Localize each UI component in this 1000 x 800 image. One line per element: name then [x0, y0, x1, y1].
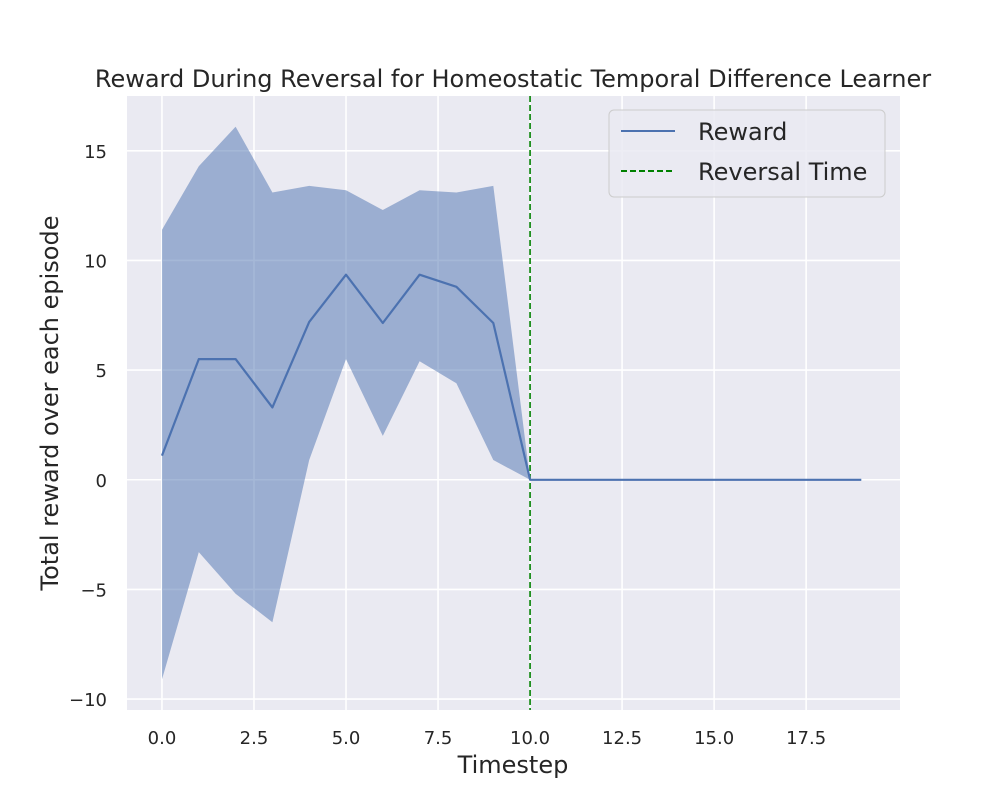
y-tick-label: 5 — [96, 361, 107, 382]
reward-series-line — [160, 273, 862, 481]
y-tick-label: 0 — [96, 471, 107, 492]
y-tick-label: 15 — [84, 142, 107, 163]
legend: Reward Reversal Time — [608, 109, 886, 198]
y-tick-label: −5 — [80, 580, 107, 601]
line-layer — [160, 273, 862, 481]
x-tick-label: 5.0 — [332, 728, 361, 749]
x-tick-label: 2.5 — [240, 728, 269, 749]
x-tick-label: 17.5 — [786, 728, 826, 749]
x-tick-label: 0.0 — [148, 728, 177, 749]
x-tick-label: 12.5 — [602, 728, 642, 749]
y-tick-label: −10 — [69, 690, 107, 711]
x-axis-label: Timestep — [457, 751, 569, 779]
legend-reward-label: Reward — [698, 118, 787, 146]
x-tick-label: 7.5 — [424, 728, 453, 749]
x-tick-label: 15.0 — [694, 728, 734, 749]
y-axis-label: Total reward over each episode — [36, 216, 64, 592]
legend-reversal-label: Reversal Time — [698, 158, 867, 186]
chart-title: Reward During Reversal for Homeostatic T… — [95, 65, 931, 93]
y-tick-label: 10 — [84, 251, 107, 272]
tick-layer: 0.0 2.5 5.0 7.5 10.0 12.5 15.0 17.5 −10 −5 0 5 10 15 — [69, 142, 826, 749]
legend-box — [608, 109, 886, 198]
x-tick-label: 10.0 — [510, 728, 550, 749]
